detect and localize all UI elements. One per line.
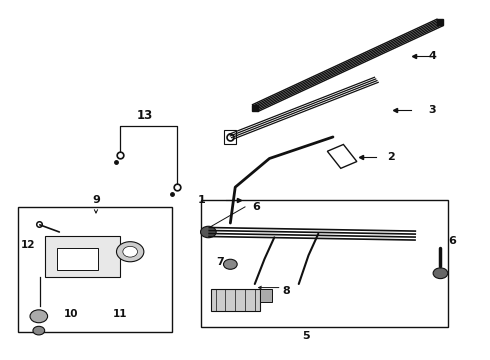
Bar (201, 200, 448, 327)
Text: 6: 6 (252, 202, 260, 212)
Circle shape (433, 268, 448, 279)
Circle shape (117, 242, 144, 262)
Text: 10: 10 (64, 310, 79, 319)
Text: 11: 11 (113, 310, 128, 319)
Circle shape (33, 326, 45, 335)
Text: 7: 7 (217, 257, 224, 267)
Bar (327, 144, 357, 168)
Text: 12: 12 (21, 239, 36, 249)
Text: 9: 9 (92, 195, 100, 205)
Text: 8: 8 (283, 286, 291, 296)
Circle shape (123, 246, 138, 257)
Circle shape (30, 310, 48, 323)
Bar (224, 130, 236, 144)
Bar (260, 289, 272, 302)
Text: 6: 6 (448, 236, 456, 246)
Text: 4: 4 (428, 51, 436, 61)
Circle shape (223, 259, 237, 269)
Bar (18, 207, 172, 332)
Text: 3: 3 (428, 105, 436, 115)
Bar (45, 235, 121, 277)
Bar (211, 289, 260, 311)
Text: 5: 5 (302, 331, 310, 341)
Bar (57, 248, 98, 270)
Circle shape (200, 226, 216, 238)
Text: 13: 13 (137, 109, 153, 122)
Text: 2: 2 (387, 152, 394, 162)
Text: 1: 1 (198, 195, 206, 205)
